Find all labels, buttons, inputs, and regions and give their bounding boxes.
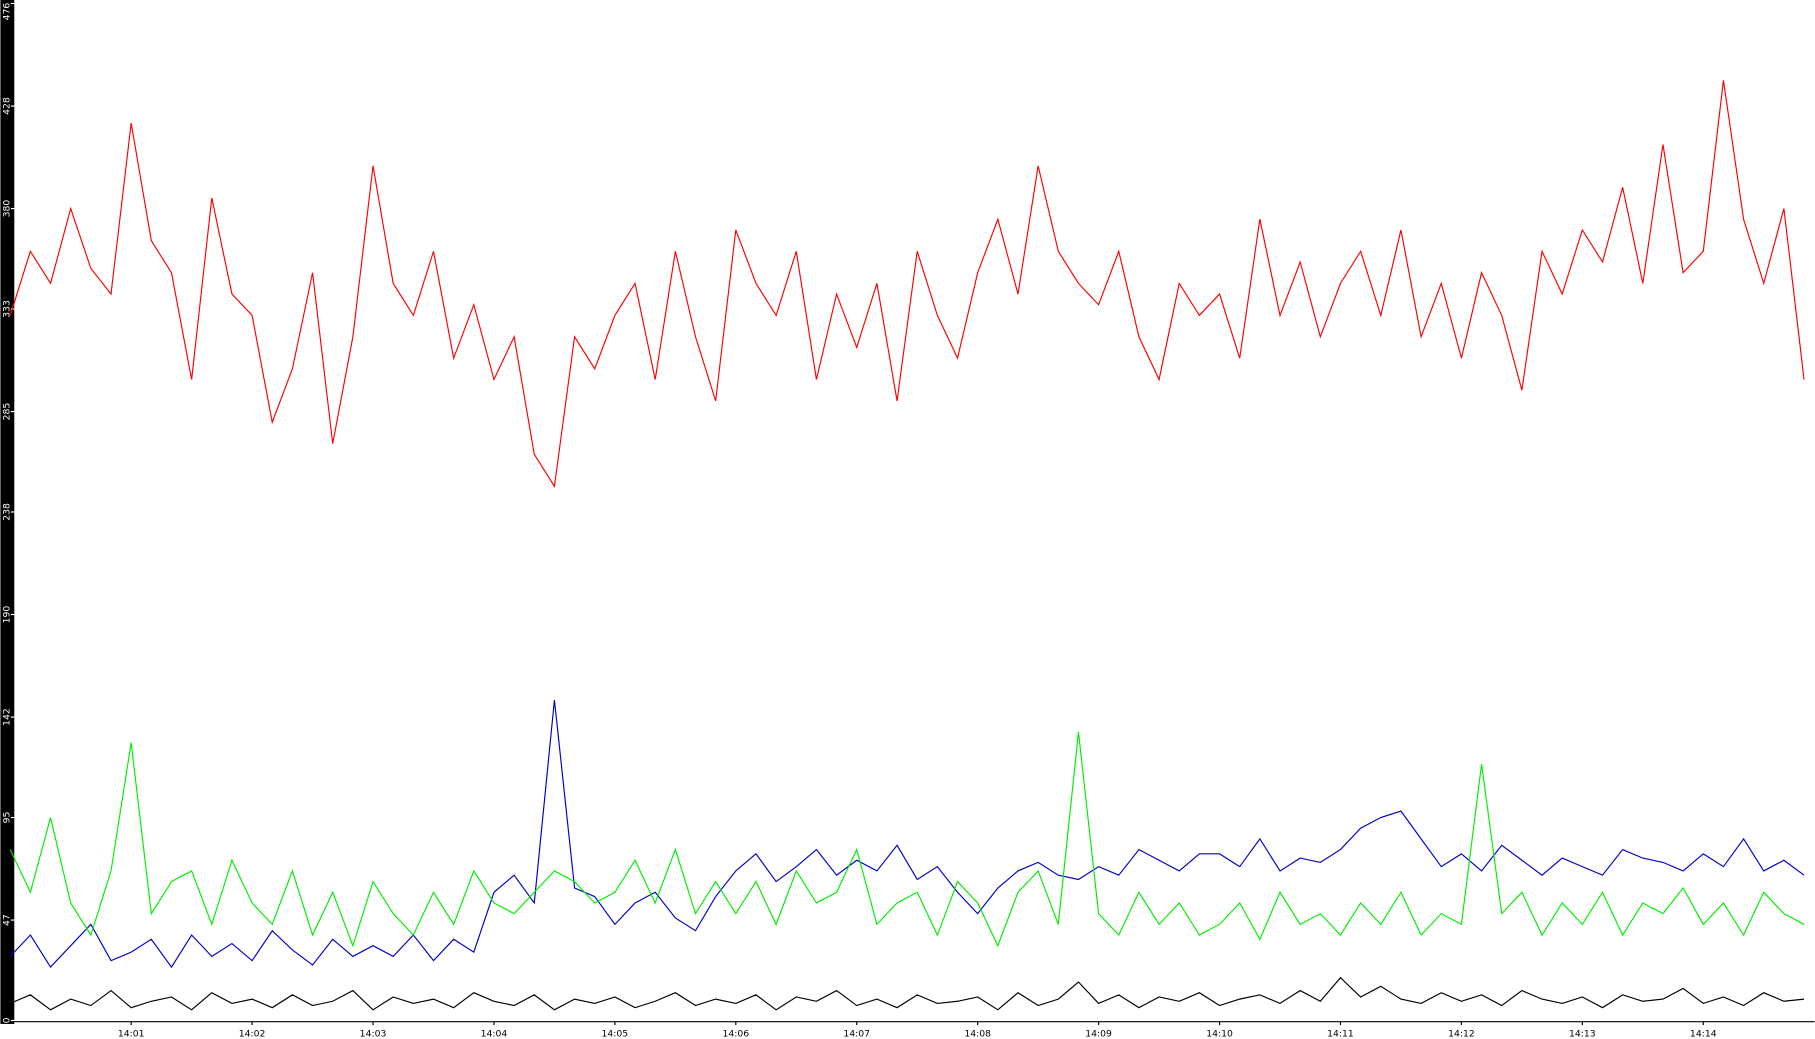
x-tick-label: 14:07	[843, 1029, 870, 1039]
y-tick-label: 476	[2, 3, 13, 21]
x-tick-label: 14:01	[118, 1029, 145, 1039]
x-tick-label: 14:12	[1448, 1029, 1475, 1039]
x-tick-label: 14:02	[239, 1029, 266, 1039]
y-tick-label: 190	[2, 606, 13, 624]
series-line	[9, 699, 1805, 969]
x-tick-label: 14:09	[1085, 1029, 1112, 1039]
y-tick-label: 95	[2, 812, 13, 824]
series-line	[10, 976, 1805, 1011]
y-tick-label: 0	[2, 1017, 13, 1023]
y-tick-label: 285	[2, 403, 13, 421]
x-tick-label: 14:08	[964, 1029, 991, 1039]
x-tick-label: 14:14	[1690, 1029, 1717, 1039]
y-tick-label: 238	[2, 503, 13, 521]
x-tick-label: 14:04	[481, 1029, 508, 1039]
x-tick-label: 14:05	[602, 1029, 629, 1039]
y-tick-label: 380	[2, 200, 13, 218]
y-tick-label: 428	[2, 97, 13, 115]
series-line	[9, 731, 1805, 948]
y-tick-label: 47	[2, 914, 13, 926]
x-tick-label: 14:10	[1206, 1029, 1233, 1039]
y-tick-label: 333	[2, 300, 13, 318]
series-line	[9, 80, 1805, 488]
x-tick-label: 14:11	[1327, 1029, 1354, 1039]
x-tick-label: 14:03	[360, 1029, 387, 1039]
x-tick-label: 14:06	[722, 1029, 749, 1039]
y-tick-label: 142	[2, 708, 13, 726]
y-axis-strip	[0, 0, 15, 1024]
x-tick-label: 14:13	[1569, 1029, 1596, 1039]
